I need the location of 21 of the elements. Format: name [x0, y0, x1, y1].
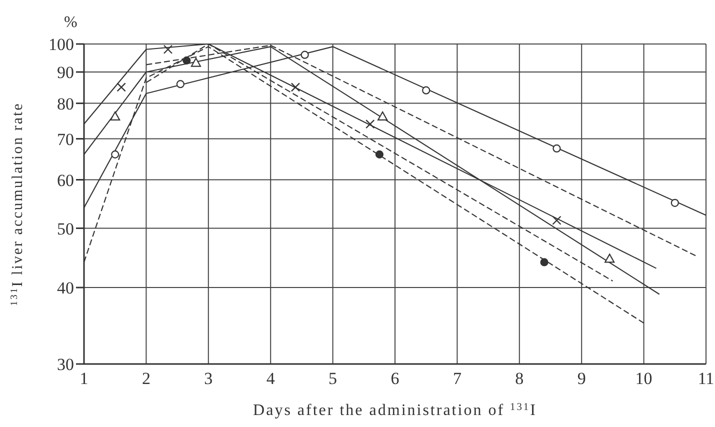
x-tick-label: 5	[328, 369, 338, 388]
x-tick-label: 8	[515, 369, 524, 388]
x-tick-label: 11	[698, 369, 714, 388]
y-tick-label: 30	[57, 355, 74, 374]
y-tick-label: 80	[57, 94, 74, 114]
x-tick-label: 9	[577, 369, 586, 388]
y-tick-label: 100	[48, 35, 74, 54]
x-tick-label: 7	[452, 369, 462, 388]
x-tick-label: 4	[266, 369, 276, 388]
y-tick-label: 60	[57, 170, 74, 190]
x-axis-title: Days after the administration of $^{131}$I	[253, 402, 537, 419]
x-tick-label: 1	[80, 369, 88, 388]
y-tick-label: 40	[57, 278, 74, 298]
x-tick-label: 6	[390, 369, 400, 388]
x-tick-label: 10	[635, 369, 652, 388]
text: %	[64, 14, 78, 32]
y-tick-label: 50	[57, 219, 74, 238]
y-tick-label: 90	[57, 63, 74, 82]
x-tick-label: 2	[142, 369, 150, 388]
y-tick-label: 70	[57, 130, 74, 149]
x-tick-label: 3	[204, 369, 213, 388]
